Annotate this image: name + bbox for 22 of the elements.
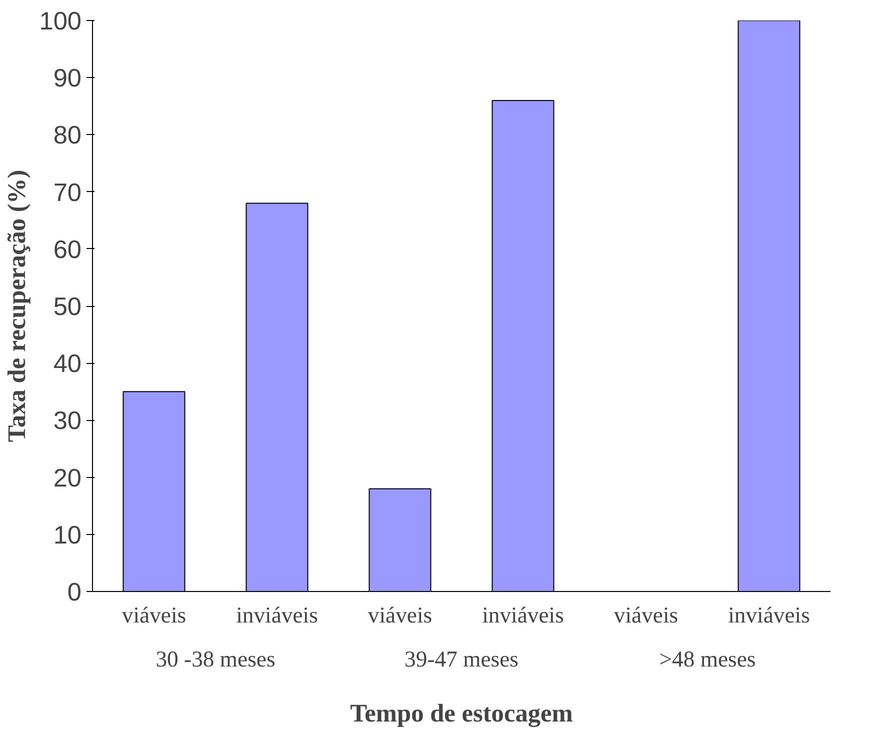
x-tick-label: viáveis [122,602,186,628]
y-tick-label: 90 [53,64,82,93]
x-tick-label: inviáveis [728,602,810,628]
y-tick-label: 30 [53,407,82,436]
y-tick-label: 70 [53,178,82,207]
x-tick-label: viáveis [368,602,432,628]
text: 39-47 meses [404,646,518,672]
x-tick-label: inviáveis [236,602,318,628]
y-tick-label: 40 [53,350,82,378]
y-tick-label: 80 [53,122,82,150]
y-tick-label: 20 [53,464,82,492]
y-tick-label: 10 [53,521,82,550]
text: 30 -38 meses [156,646,276,672]
y-axis-title: Taxa de recuperação (%) [3,170,32,442]
y-tick-label: 100 [39,8,82,36]
y-tick-label: 60 [53,236,82,264]
y-tick-label: 50 [53,293,82,321]
x-axis-title: Tempo de estocagem [350,700,573,728]
x-tick-label: viáveis [614,602,678,628]
x-tick-label: inviáveis [482,602,564,628]
y-tick-label: 0 [67,578,82,606]
text: >48 meses [659,646,756,672]
